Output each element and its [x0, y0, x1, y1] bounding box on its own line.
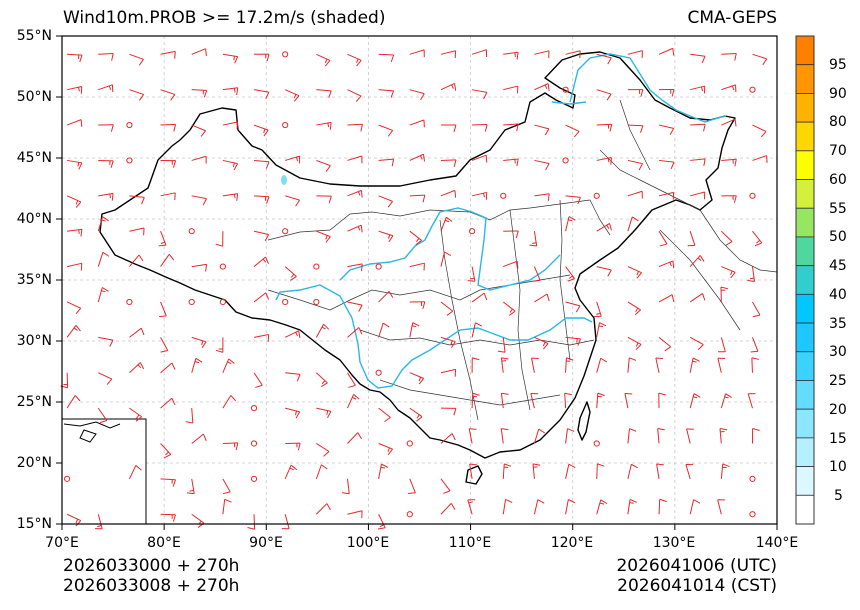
- y-tick-label: 45°N: [16, 150, 52, 166]
- colorbar-tick-label: 25: [829, 373, 847, 389]
- colorbar-tick-label: 70: [829, 143, 847, 159]
- y-tick-label: 55°N: [16, 28, 52, 44]
- y-tick-label: 40°N: [16, 211, 52, 227]
- x-tick-label: 130°E: [652, 535, 696, 551]
- colorbar-tick-label: 45: [829, 258, 847, 274]
- valid-time-block: 2026041006 (UTC) 2026041014 (CST): [616, 556, 777, 596]
- colorbar-tick-label: 35: [829, 316, 847, 332]
- graticule-grid: [62, 36, 777, 524]
- y-tick-label: 35°N: [16, 272, 52, 288]
- country-border: [99, 51, 736, 485]
- y-tick-label: 20°N: [16, 455, 52, 471]
- rivers: [275, 53, 727, 389]
- colorbar-tick-label: 95: [829, 57, 847, 73]
- chart-title: Wind10m.PROB >= 17.2m/s (shaded): [63, 8, 386, 28]
- x-tick-label: 80°E: [147, 535, 181, 551]
- colorbar-tick-label: 80: [829, 114, 847, 130]
- init-time-utc: 2026033000 + 270h: [63, 556, 240, 576]
- colorbar-tick-label: 20: [829, 402, 847, 418]
- valid-time-utc: 2026041006 (UTC): [616, 556, 777, 576]
- colorbar-tick-label: 50: [829, 229, 847, 245]
- colorbar-tick-label: 40: [829, 287, 847, 303]
- y-tick-label: 25°N: [16, 394, 52, 410]
- model-name: CMA-GEPS: [687, 8, 777, 28]
- x-tick-label: 100°E: [346, 535, 390, 551]
- init-time-block: 2026033000 + 270h 2026033008 + 270h: [63, 556, 239, 596]
- probability-shaded-patch: [281, 175, 287, 185]
- province-borders: [267, 99, 778, 421]
- colorbar: [795, 35, 815, 525]
- x-tick-label: 90°E: [249, 535, 283, 551]
- valid-time-cst: 2026041014 (CST): [617, 576, 777, 596]
- init-time-cst: 2026033008 + 270h: [63, 576, 240, 596]
- x-tick-label: 70°E: [45, 535, 79, 551]
- x-tick-label: 140°E: [755, 535, 799, 551]
- x-tick-label: 110°E: [448, 535, 492, 551]
- y-tick-label: 50°N: [16, 89, 52, 105]
- x-tick-label: 120°E: [550, 535, 594, 551]
- colorbar-tick-label: 55: [829, 201, 847, 217]
- colorbar-tick-label: 90: [829, 86, 847, 102]
- colorbar-tick-label: 60: [829, 172, 847, 188]
- colorbar-tick-label: 30: [829, 344, 847, 360]
- colorbar-tick-label: 15: [829, 431, 847, 447]
- colorbar-tick-label: 10: [829, 459, 847, 475]
- y-tick-label: 15°N: [16, 516, 52, 532]
- y-tick-label: 30°N: [16, 333, 52, 349]
- inset-coastline: [63, 421, 121, 443]
- wind-barbs: [60, 47, 768, 530]
- colorbar-tick-label: 5: [834, 488, 843, 504]
